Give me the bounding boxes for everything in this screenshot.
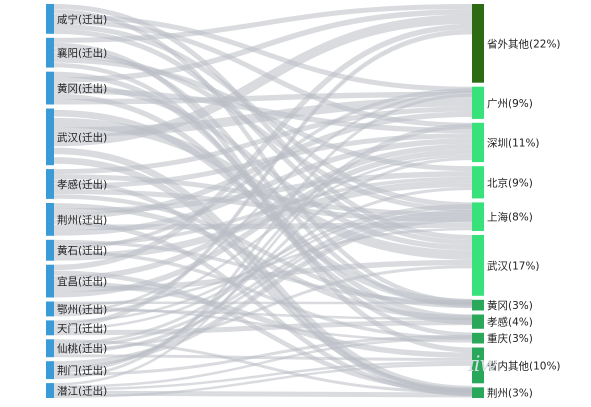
source-nodes: 咸宁(迁出) 襄阳(迁出) 黄冈(迁出) 武汉(迁出) 孝感(迁出) 荆州(迁出) 黄石(迁… <box>46 4 107 398</box>
target-node-label: 黄冈(3%) <box>487 299 533 312</box>
flow-link <box>53 322 473 336</box>
flow-link <box>53 239 473 304</box>
source-node-bar <box>46 203 54 236</box>
source-node-bar <box>46 301 54 317</box>
flow-link <box>53 180 473 258</box>
watermark-logo: ɪiw <box>468 352 497 376</box>
source-node-label: 潜江(迁出) <box>57 385 107 398</box>
flow-link <box>53 334 473 377</box>
target-node-label: 孝感(4%) <box>487 316 533 329</box>
target-node-bar <box>472 202 484 231</box>
source-node-bar <box>46 37 54 68</box>
flow-link <box>53 90 473 314</box>
target-node-bar <box>472 235 484 296</box>
target-node-bar <box>472 4 484 83</box>
source-node-label: 天门(迁出) <box>57 322 107 335</box>
target-node-bar <box>472 347 484 384</box>
flow-link <box>53 31 473 328</box>
source-node-bar <box>46 339 54 358</box>
source-node-bar <box>46 320 54 336</box>
source-node-label: 宜昌(迁出) <box>57 275 107 288</box>
source-node-bar <box>46 169 54 199</box>
target-node-label: 省内其他(10%) <box>487 359 561 372</box>
flow-link <box>53 126 473 386</box>
target-node-label: 重庆(3%) <box>487 332 533 345</box>
target-node-label: 省外其他(22%) <box>487 37 561 50</box>
source-node-label: 鄂州(迁出) <box>57 303 107 316</box>
flow-link <box>53 93 473 380</box>
flow-link <box>53 123 473 374</box>
flow-link <box>53 390 473 396</box>
target-node-bar <box>472 166 484 199</box>
source-node-bar <box>46 264 54 298</box>
source-node-label: 荆州(迁出) <box>57 213 107 226</box>
flow-link <box>53 360 473 391</box>
target-node-bar <box>472 387 484 398</box>
target-node-label: 深圳(11%) <box>487 138 540 150</box>
source-node-bar <box>46 239 54 261</box>
flow-link <box>53 88 473 251</box>
flow-link <box>53 23 473 271</box>
flow-link <box>53 4 473 43</box>
flow-link <box>53 270 473 393</box>
flow-link <box>53 29 473 326</box>
source-node-label: 襄阳(迁出) <box>57 47 107 60</box>
source-node-label: 黄冈(迁出) <box>57 82 107 95</box>
flow-link <box>53 106 473 175</box>
flow-link <box>53 143 473 282</box>
flow-link <box>53 215 473 365</box>
target-nodes: 省外其他(22%) 广州(9%) 深圳(11%) 北京(9%) 上海(8%) 武汉(17%… <box>472 4 561 400</box>
target-node-bar <box>472 314 484 329</box>
flow-link <box>53 14 473 147</box>
flow-link <box>53 91 473 105</box>
flow-links <box>53 4 473 399</box>
source-node-bar <box>46 71 54 105</box>
source-node-label: 荆门(迁出) <box>57 364 107 377</box>
flow-link <box>53 337 473 389</box>
flow-link <box>53 13 473 92</box>
target-node-label: 荆州(3%) <box>487 387 533 400</box>
flow-link <box>53 209 473 349</box>
target-node-bar <box>472 86 484 119</box>
source-node-label: 武汉(迁出) <box>57 131 107 144</box>
target-node-bar <box>472 299 484 311</box>
flow-link <box>53 88 473 134</box>
flow-link <box>53 212 473 355</box>
target-node-label: 上海(8%) <box>487 211 533 224</box>
target-node-label: 北京(9%) <box>487 176 533 189</box>
source-node-label: 孝感(迁出) <box>57 178 107 191</box>
source-node-bar <box>46 4 54 34</box>
flow-link <box>53 320 473 333</box>
target-node-bar <box>472 332 484 344</box>
flow-link <box>53 28 473 245</box>
flow-link <box>53 149 473 298</box>
source-node-bar <box>46 383 54 398</box>
flow-link <box>53 187 473 346</box>
source-node-label: 黄石(迁出) <box>57 244 107 257</box>
flow-link <box>53 363 473 399</box>
source-node-label: 仙桃(迁出) <box>57 342 107 355</box>
target-node-label: 广州(9%) <box>487 98 533 110</box>
target-node-bar <box>472 122 484 163</box>
flow-link <box>53 138 473 236</box>
flow-link <box>53 8 473 83</box>
flow-link <box>53 62 473 337</box>
source-node-bar <box>46 361 54 380</box>
source-node-bar <box>46 108 54 166</box>
flow-link <box>53 206 473 331</box>
target-node-label: 武汉(17%) <box>487 259 540 272</box>
source-node-label: 咸宁(迁出) <box>57 13 107 26</box>
flow-link <box>53 339 473 394</box>
flow-link <box>53 111 473 220</box>
